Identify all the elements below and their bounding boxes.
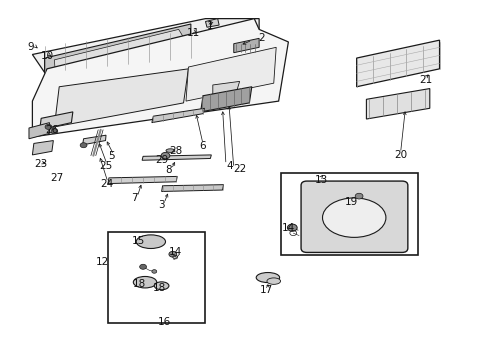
Polygon shape bbox=[356, 40, 439, 87]
Text: 8: 8 bbox=[165, 165, 172, 175]
Polygon shape bbox=[233, 39, 259, 53]
Text: 10: 10 bbox=[41, 51, 54, 61]
Circle shape bbox=[140, 264, 146, 269]
Ellipse shape bbox=[266, 278, 280, 284]
Circle shape bbox=[80, 143, 87, 148]
Circle shape bbox=[287, 224, 297, 231]
Text: 9: 9 bbox=[27, 42, 34, 52]
Text: 1: 1 bbox=[206, 21, 213, 31]
Circle shape bbox=[152, 270, 157, 273]
Polygon shape bbox=[200, 87, 251, 112]
Polygon shape bbox=[32, 19, 288, 137]
Text: 12: 12 bbox=[95, 257, 108, 267]
Polygon shape bbox=[82, 135, 106, 145]
Text: 16: 16 bbox=[157, 317, 170, 327]
Text: 27: 27 bbox=[50, 173, 63, 183]
Text: 18: 18 bbox=[133, 279, 146, 289]
Text: 20: 20 bbox=[393, 150, 407, 160]
Text: 24: 24 bbox=[100, 179, 113, 189]
Text: 21: 21 bbox=[418, 75, 431, 85]
Polygon shape bbox=[54, 69, 188, 127]
Text: 28: 28 bbox=[169, 146, 183, 156]
Polygon shape bbox=[152, 108, 204, 123]
Polygon shape bbox=[161, 185, 223, 192]
Text: 5: 5 bbox=[108, 151, 115, 161]
Bar bbox=[281, 173, 417, 255]
Polygon shape bbox=[40, 112, 73, 130]
Text: 18: 18 bbox=[153, 283, 166, 293]
Circle shape bbox=[45, 125, 52, 130]
Circle shape bbox=[161, 152, 169, 159]
Polygon shape bbox=[142, 155, 211, 160]
Text: 19: 19 bbox=[345, 197, 358, 207]
Bar bbox=[108, 232, 205, 323]
Circle shape bbox=[51, 129, 58, 134]
Ellipse shape bbox=[136, 235, 165, 248]
Text: 14: 14 bbox=[281, 224, 294, 233]
Polygon shape bbox=[108, 176, 177, 184]
Text: 11: 11 bbox=[186, 28, 200, 38]
Polygon shape bbox=[212, 81, 239, 101]
Polygon shape bbox=[29, 123, 49, 139]
Text: 29: 29 bbox=[155, 155, 168, 165]
Text: 23: 23 bbox=[34, 159, 47, 169]
Polygon shape bbox=[205, 19, 219, 27]
Text: 2: 2 bbox=[258, 33, 264, 43]
Polygon shape bbox=[54, 30, 188, 71]
Ellipse shape bbox=[154, 282, 168, 290]
Text: 3: 3 bbox=[158, 200, 164, 210]
Text: 22: 22 bbox=[232, 164, 246, 174]
Circle shape bbox=[354, 193, 362, 199]
Text: 25: 25 bbox=[99, 161, 112, 171]
Text: 7: 7 bbox=[131, 193, 138, 203]
Ellipse shape bbox=[133, 276, 157, 288]
Polygon shape bbox=[185, 47, 276, 101]
Ellipse shape bbox=[165, 149, 174, 152]
Polygon shape bbox=[366, 89, 429, 119]
Polygon shape bbox=[32, 19, 259, 80]
Ellipse shape bbox=[322, 198, 385, 237]
Polygon shape bbox=[44, 24, 190, 72]
Text: 26: 26 bbox=[45, 125, 59, 135]
Text: 4: 4 bbox=[226, 161, 233, 171]
Polygon shape bbox=[32, 140, 53, 155]
Text: 13: 13 bbox=[314, 175, 327, 185]
Text: 17: 17 bbox=[259, 285, 272, 296]
FancyBboxPatch shape bbox=[301, 181, 407, 252]
Text: 15: 15 bbox=[131, 236, 144, 246]
Text: 14: 14 bbox=[168, 247, 182, 257]
Ellipse shape bbox=[256, 273, 279, 283]
Circle shape bbox=[168, 251, 176, 257]
Text: 6: 6 bbox=[199, 141, 206, 151]
